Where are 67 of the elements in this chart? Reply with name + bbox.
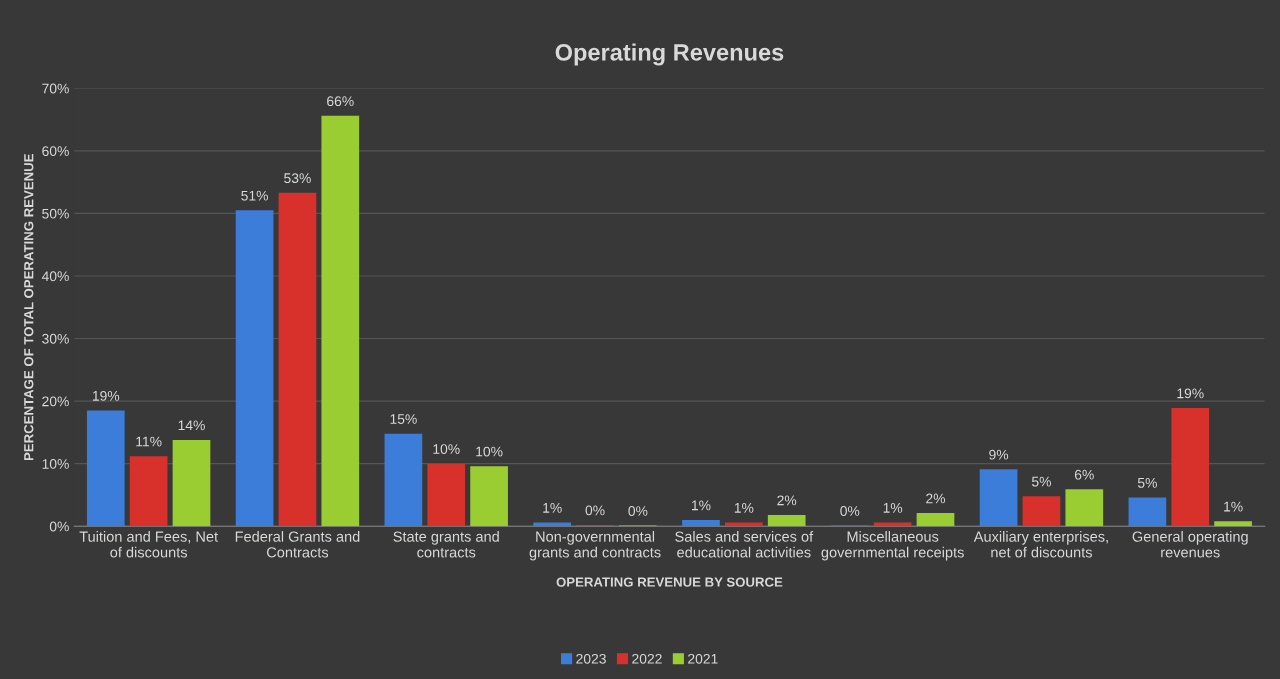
data-label: 9% [989,449,1009,460]
y-tick-label: 20% [42,396,69,407]
bar [235,210,274,527]
y-axis-title: PERCENTAGE OF TOTAL OPERATING REVENUE [24,154,34,461]
bar [172,439,211,527]
bar [767,514,806,527]
bar [1214,521,1252,527]
data-label: 11% [136,436,162,447]
data-label: 5% [1137,477,1157,488]
bar [278,192,317,527]
data-label: 6% [1074,469,1094,480]
data-label: 0% [585,505,605,516]
bar [384,433,423,527]
y-tick-label: 40% [41,271,69,282]
data-label: 0% [628,506,648,516]
y-tick-label: 0% [49,521,69,532]
bar [916,513,955,527]
y-tick-label: 10% [42,458,69,469]
data-label: 15% [390,414,417,424]
data-label: 1% [543,503,562,513]
data-label: 14% [178,420,205,431]
y-tick-label: 50% [42,208,69,219]
bar [873,522,912,527]
data-label: 1% [883,503,903,513]
legend-label: 2022 [632,653,662,664]
data-label: 2% [926,493,946,504]
data-label: 53% [284,173,311,184]
data-label: 19% [1177,388,1204,399]
data-label: 19% [92,390,120,401]
bar [470,466,508,527]
data-label: 2% [777,495,797,506]
bar [1128,497,1167,527]
data-label: 10% [476,446,503,457]
bar [86,410,125,527]
y-tick-label: 70% [42,83,69,94]
chart-title: Operating Revenues [555,43,784,66]
x-axis-title: OPERATING REVENUE BY SOURCE [556,577,783,587]
data-label: 66% [327,96,354,107]
bar [1065,489,1104,527]
bar [427,463,466,527]
bar [533,522,572,527]
data-label: 1% [734,503,754,513]
legend-label: 2023 [576,653,606,664]
data-label: 1% [692,500,711,511]
x-tick-label: State grants and contracts [393,531,499,558]
data-label: 1% [1224,501,1243,512]
x-tick-label: Auxiliary enterprises, net of discounts [973,531,1108,558]
x-tick-label: Sales and services of educational activities [675,531,814,558]
data-label: 5% [1031,476,1051,487]
x-tick-label: Non-governmental grants and contracts [529,531,661,561]
legend-label: 2021 [688,653,718,664]
x-tick-label: Federal Grants and Contracts [235,531,360,558]
bar [129,456,168,527]
data-label: 51% [241,190,268,201]
data-label: 10% [433,444,460,454]
x-tick-label: Tuition and Fees, Net of discounts [79,531,218,558]
bar [321,115,360,527]
x-tick-label: Miscellaneous governmental receipts [821,531,964,561]
bar [979,469,1018,527]
bar [682,519,720,527]
bar [724,522,763,527]
y-tick-label: 30% [42,333,69,344]
x-tick-label: General operating revenues [1132,531,1248,558]
bar [1171,407,1210,527]
data-label: 0% [840,506,860,516]
y-tick-label: 60% [42,146,69,156]
bar [1022,496,1061,527]
